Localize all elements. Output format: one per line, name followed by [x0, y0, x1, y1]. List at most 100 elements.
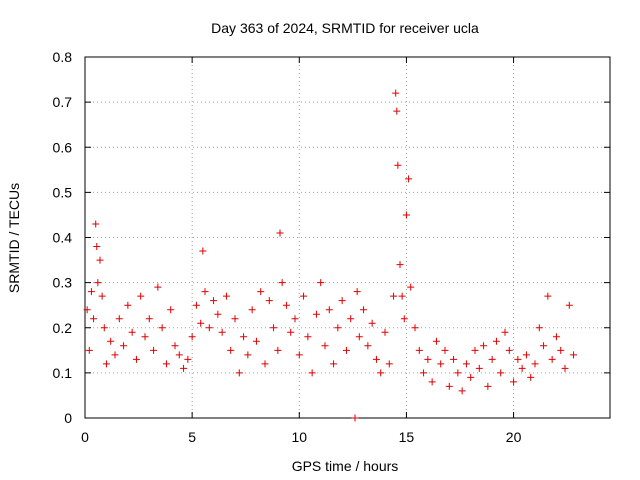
data-point [355, 333, 363, 341]
data-point [244, 351, 252, 359]
data-point [407, 283, 415, 291]
data-point [222, 292, 230, 300]
y-tick-label: 0.7 [53, 94, 73, 110]
data-point [111, 351, 119, 359]
data-point [276, 229, 284, 237]
data-point [432, 337, 440, 345]
data-point [96, 256, 104, 264]
data-point [424, 355, 432, 363]
data-point [199, 247, 207, 255]
data-point [405, 175, 413, 183]
data-point [132, 355, 140, 363]
data-point [398, 292, 406, 300]
data-point [141, 333, 149, 341]
data-point [261, 360, 269, 368]
data-point [265, 297, 273, 305]
data-point [505, 346, 513, 354]
data-point [394, 161, 402, 169]
data-point [392, 89, 400, 97]
data-point [312, 310, 320, 318]
data-point [304, 333, 312, 341]
data-point [325, 306, 333, 314]
data-point [471, 346, 479, 354]
data-point [321, 342, 329, 350]
data-point [548, 355, 556, 363]
data-point [287, 328, 295, 336]
data-point [445, 382, 453, 390]
data-point [158, 324, 166, 332]
data-point [87, 288, 95, 296]
data-point [385, 360, 393, 368]
y-tick-label: 0.3 [53, 275, 73, 291]
data-point [338, 297, 346, 305]
data-point [497, 369, 505, 377]
data-point [274, 346, 282, 354]
data-point [180, 364, 188, 372]
data-point [201, 288, 209, 296]
data-point [400, 315, 408, 323]
data-point [188, 333, 196, 341]
data-point [94, 279, 102, 287]
data-point [475, 364, 483, 372]
data-point [98, 292, 106, 300]
y-tick-label: 0.8 [53, 49, 73, 65]
data-point [458, 387, 466, 395]
x-tick-label: 0 [81, 429, 89, 445]
x-axis-label: GPS time / hours [292, 458, 399, 474]
data-point [372, 355, 380, 363]
data-point [197, 319, 205, 327]
data-point [415, 346, 423, 354]
data-point [124, 301, 132, 309]
data-point [342, 346, 350, 354]
data-point [462, 360, 470, 368]
data-point [92, 220, 100, 228]
data-point [441, 346, 449, 354]
x-tick-label: 15 [399, 429, 415, 445]
data-point [480, 342, 488, 350]
data-point [102, 360, 110, 368]
data-point [557, 346, 565, 354]
x-tick-label: 10 [291, 429, 307, 445]
data-point [364, 342, 372, 350]
chart-title: Day 363 of 2024, SRMTID for receiver ucl… [211, 20, 479, 36]
data-point [248, 306, 256, 314]
data-point [565, 301, 573, 309]
data-point [90, 315, 98, 323]
data-point [518, 364, 526, 372]
data-point [428, 378, 436, 386]
data-point [257, 288, 265, 296]
data-point [544, 292, 552, 300]
data-point [347, 315, 355, 323]
data-point [393, 107, 401, 115]
data-point [501, 328, 509, 336]
data-point [411, 324, 419, 332]
data-point [171, 342, 179, 350]
data-point [351, 414, 359, 422]
data-point [390, 292, 398, 300]
data-point [540, 342, 548, 350]
data-point [120, 342, 128, 350]
data-point [175, 351, 183, 359]
data-point [278, 279, 286, 287]
x-tick-label: 20 [506, 429, 522, 445]
data-point [145, 315, 153, 323]
data-point [137, 292, 145, 300]
data-point [291, 315, 299, 323]
data-point [128, 328, 136, 336]
data-point [381, 328, 389, 336]
y-axis-label: SRMTID / TECUs [6, 183, 22, 293]
data-point [535, 324, 543, 332]
data-point [100, 324, 108, 332]
data-point [192, 301, 200, 309]
data-point [488, 355, 496, 363]
data-point [107, 337, 115, 345]
data-point [252, 337, 260, 345]
data-point [300, 292, 308, 300]
data-point [492, 337, 500, 345]
data-point [360, 306, 368, 314]
y-tick-label: 0 [64, 410, 72, 426]
data-point [570, 351, 578, 359]
data-point [270, 324, 278, 332]
y-tick-label: 0.2 [53, 320, 73, 336]
